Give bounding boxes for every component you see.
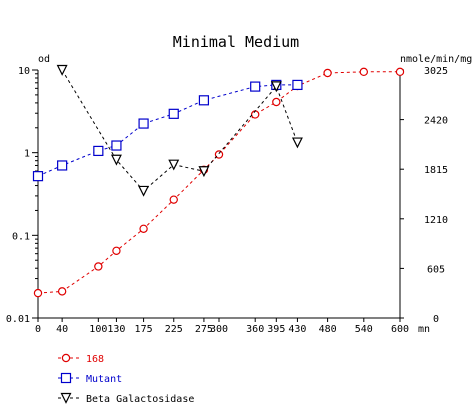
data-point [139,224,148,233]
data-point [93,145,104,157]
legend-label: Mutant [86,374,122,385]
x-tick-label: 225 [165,324,183,335]
data-point [57,287,67,296]
data-point [198,166,210,178]
series-mutant [32,79,303,182]
y-right-tick-label: 2420 [424,116,448,127]
series-168 [33,67,405,298]
x-tick-label: 540 [355,324,373,335]
x-tick-label: 430 [288,324,306,335]
data-point [138,185,150,197]
series-line [37,84,298,177]
data-point [112,246,121,255]
data-point [250,81,261,92]
data-point [198,95,210,106]
data-point [56,64,68,76]
legend-marker [60,392,72,404]
x-tick-label: 300 [210,324,228,335]
legend-marker [60,372,72,384]
data-point [250,110,260,119]
x-axis-unit-label: mn [418,324,430,335]
chart-title: Minimal Medium [173,33,299,51]
data-point [272,97,281,107]
series-beta-galactosidase [56,64,303,197]
series-line [37,71,400,294]
legend-label: 168 [86,354,104,365]
data-point [168,159,180,171]
y-left-tick-label: 0.01 [6,314,30,325]
x-tick-label: 175 [135,324,153,335]
data-point [270,81,282,93]
y-left-axis-ticks: 10 1 0.1 0.01 [6,66,38,325]
x-tick-label: 600 [391,324,409,335]
series-layer [32,64,405,298]
data-point [32,171,44,182]
x-tick-label: 40 [56,324,68,335]
y-right-tick-label: 1210 [424,215,448,226]
x-tick-label: 130 [107,324,125,335]
data-point [57,160,68,171]
legend-marker [61,353,71,363]
data-point [292,79,303,91]
data-point [168,108,179,119]
data-point [110,154,122,166]
y-right-tick-label: 1815 [424,165,448,176]
data-point [33,288,43,298]
y-left-tick-label: 0.1 [12,231,30,242]
y-left-axis-label: od [38,54,50,65]
x-tick-label: 395 [267,324,285,335]
y-right-axis-ticks: 3025 2420 1815 1210 605 0 [400,66,448,325]
x-tick-label: 100 [89,324,107,335]
data-point [359,67,368,77]
y-left-tick-label: 1 [24,149,30,160]
data-point [94,262,103,271]
x-tick-label: 480 [319,324,337,335]
data-point [395,67,405,77]
data-point [291,137,303,149]
x-tick-label: 0 [35,324,41,335]
legend: 168 Mutant Beta Galactosidase [58,353,194,405]
y-right-tick-label: 3025 [424,66,448,77]
x-tick-label: 275 [195,324,213,335]
y-right-tick-label: 0 [433,314,439,325]
data-point [169,195,178,204]
x-tick-label: 360 [246,324,264,335]
data-point [323,68,332,78]
y-left-tick-label: 10 [18,66,30,77]
series-line [61,69,298,192]
data-point [111,140,122,151]
data-point [138,118,149,129]
y-right-axis-label: nmole/min/mg [400,54,472,65]
legend-label: Beta Galactosidase [86,394,194,405]
y-right-tick-label: 605 [427,264,445,275]
